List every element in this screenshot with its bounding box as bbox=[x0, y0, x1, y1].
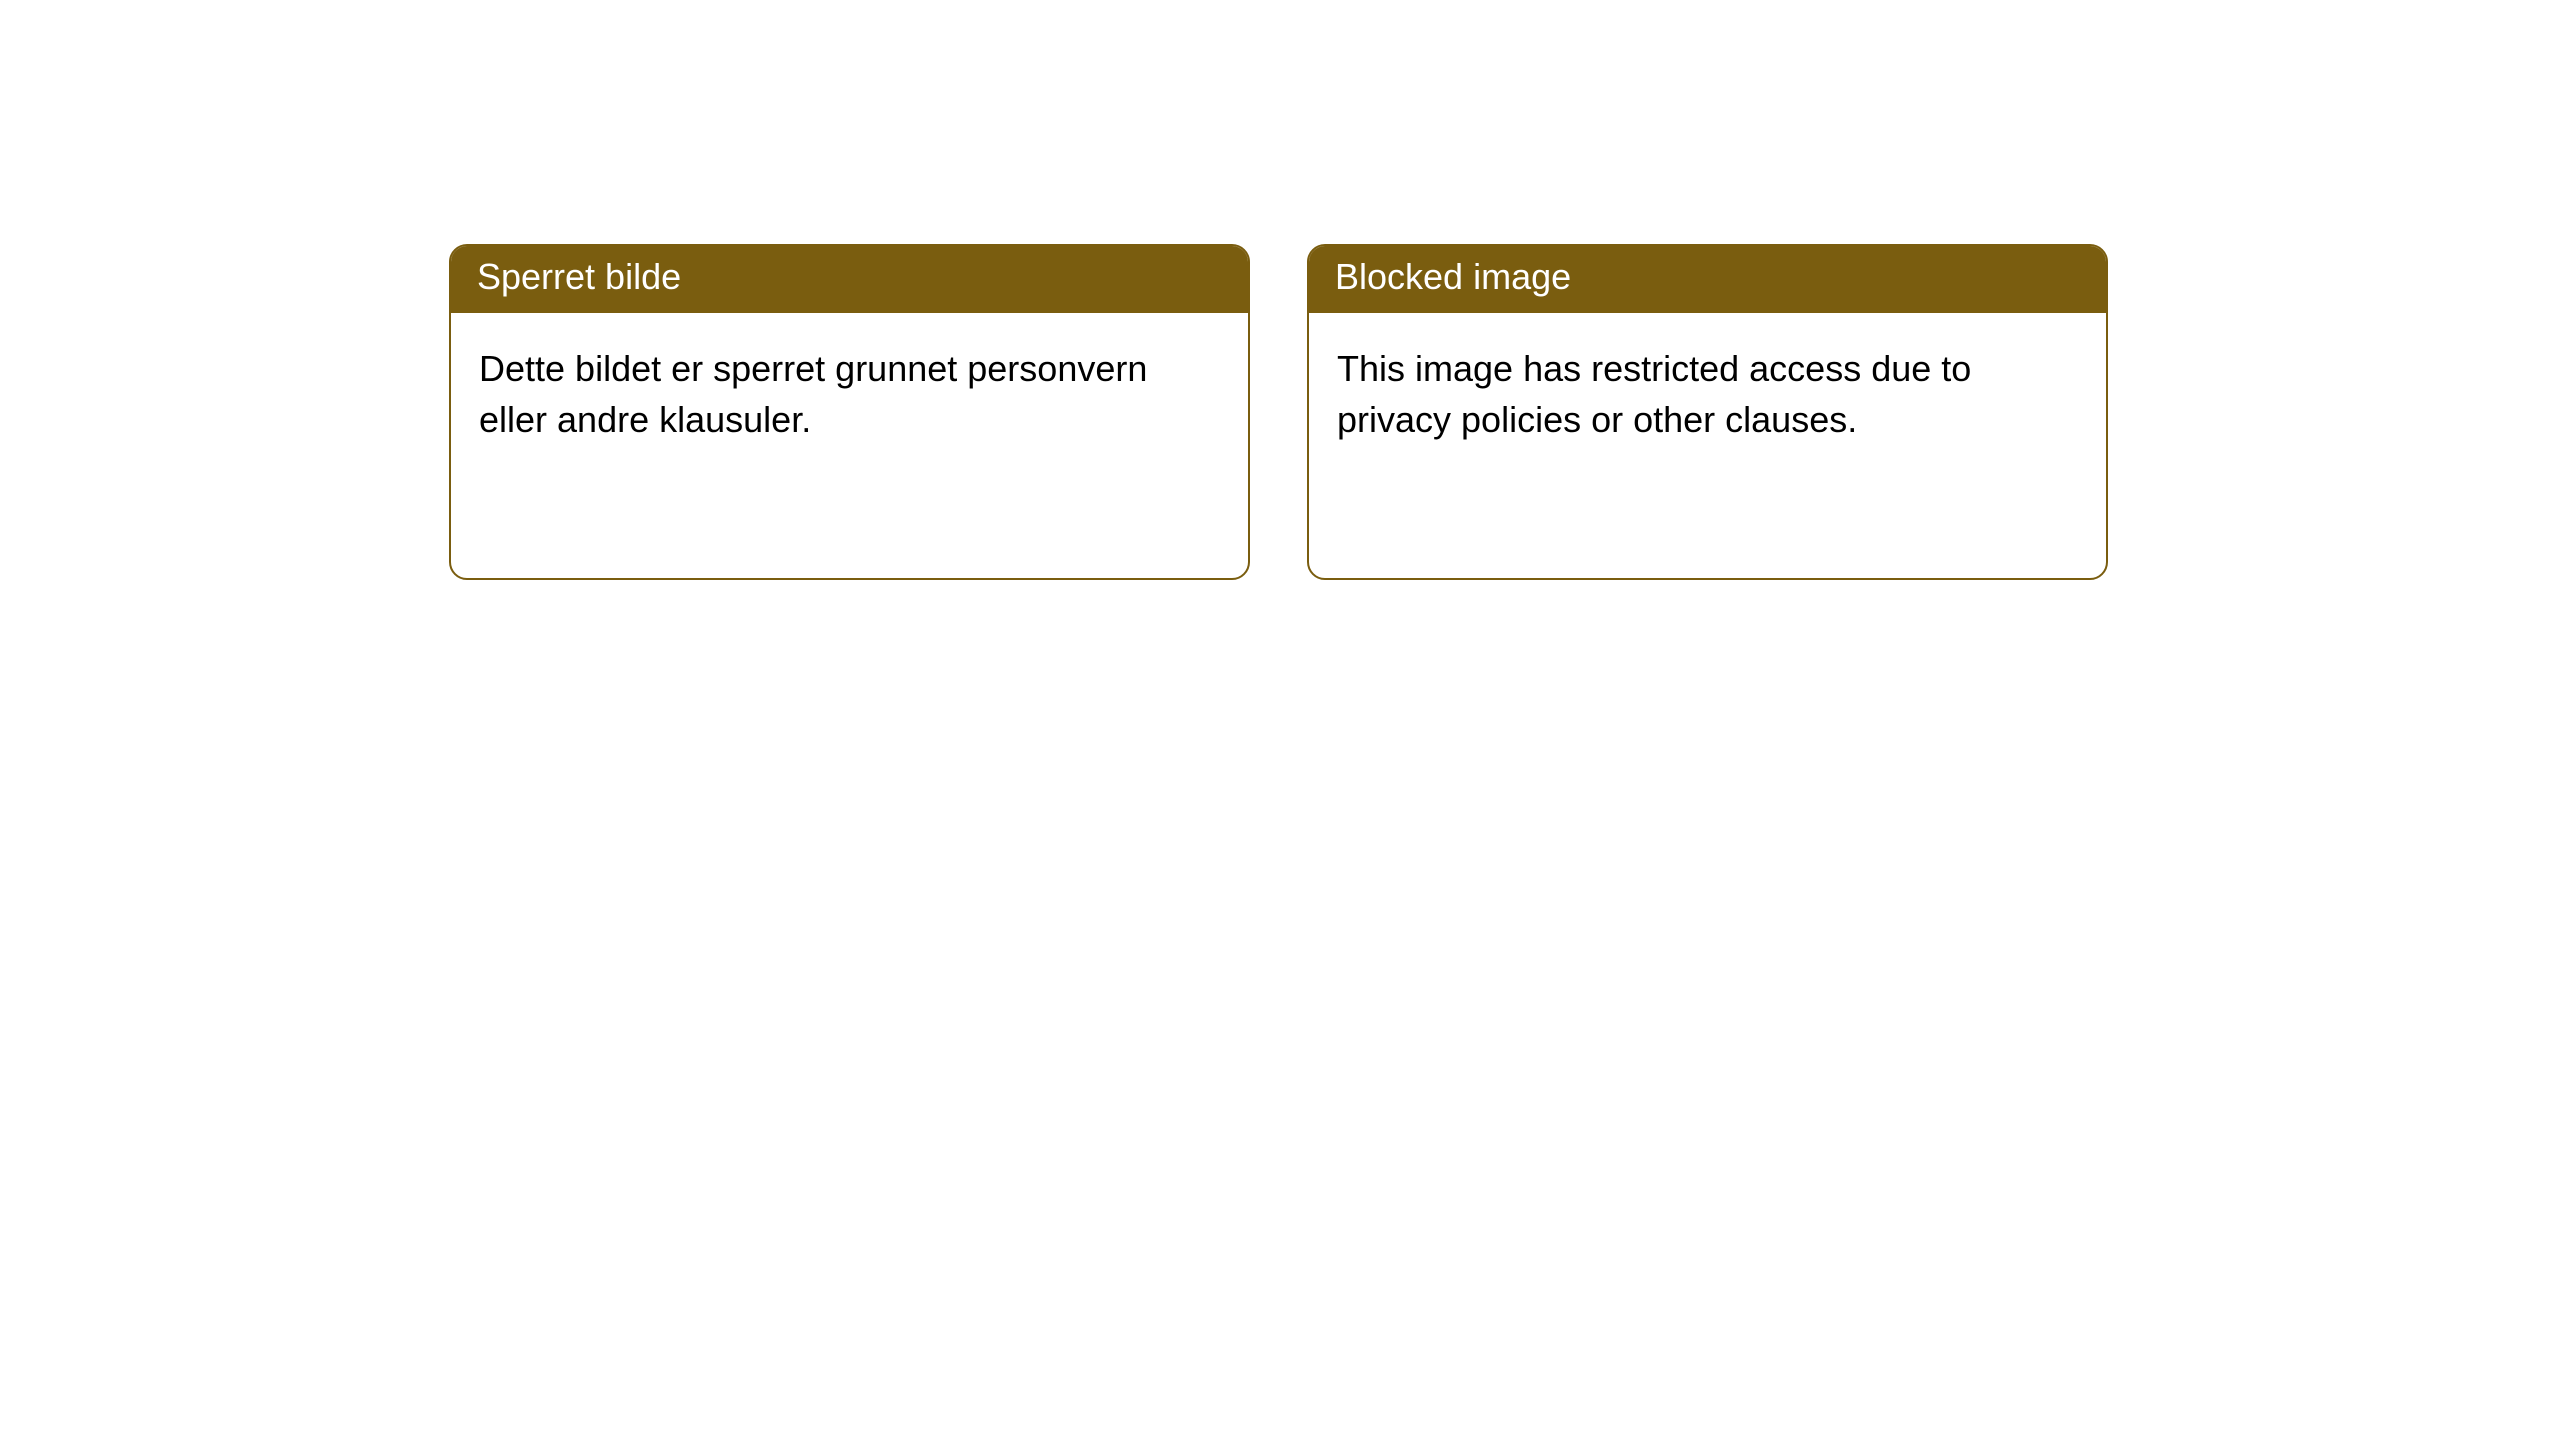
notice-box-english: Blocked image This image has restricted … bbox=[1307, 244, 2108, 580]
notice-header-norwegian: Sperret bilde bbox=[451, 246, 1248, 313]
notice-body-norwegian: Dette bildet er sperret grunnet personve… bbox=[451, 313, 1248, 475]
notice-body-english: This image has restricted access due to … bbox=[1309, 313, 2106, 475]
notice-box-norwegian: Sperret bilde Dette bildet er sperret gr… bbox=[449, 244, 1250, 580]
notice-container: Sperret bilde Dette bildet er sperret gr… bbox=[0, 0, 2560, 580]
notice-header-english: Blocked image bbox=[1309, 246, 2106, 313]
